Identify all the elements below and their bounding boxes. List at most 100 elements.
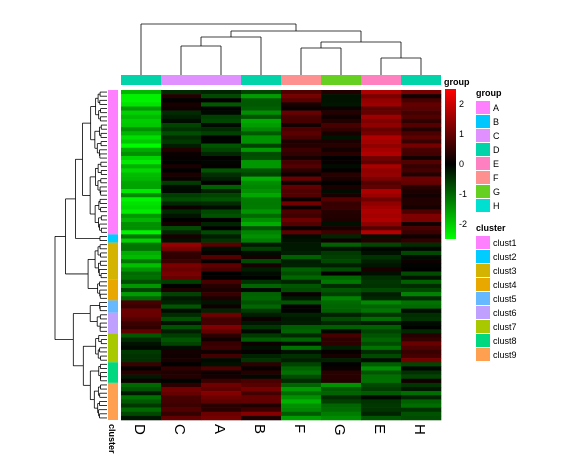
heatmap-cell — [121, 387, 162, 392]
heatmap-cell — [161, 139, 202, 144]
heatmap-cell — [281, 399, 322, 404]
heatmap-cell — [321, 255, 362, 260]
heatmap-cell — [241, 106, 282, 111]
heatmap-cell — [241, 205, 282, 210]
heatmap-cell — [321, 217, 362, 223]
heatmap-cell — [241, 300, 282, 305]
heatmap-cell — [401, 296, 442, 301]
heatmap-cell — [281, 387, 322, 392]
heatmap-cell — [321, 135, 362, 140]
column-group-cell — [121, 75, 161, 85]
heatmap-cell — [361, 143, 402, 149]
heatmap-cell — [161, 106, 202, 111]
heatmap-cell — [361, 378, 402, 384]
heatmap-cell — [321, 205, 362, 210]
heatmap-cell — [321, 275, 362, 281]
heatmap-cell — [241, 382, 282, 388]
heatmap-cell — [361, 114, 402, 120]
heatmap-cell — [281, 267, 322, 272]
heatmap-cell — [361, 312, 402, 318]
heatmap-cell — [281, 415, 322, 421]
heatmap-cell — [161, 403, 202, 408]
heatmap-cell — [321, 246, 362, 252]
heatmap-cell — [281, 329, 322, 334]
legend-swatch — [476, 348, 490, 361]
heatmap-cell — [281, 304, 322, 309]
heatmap-cell — [361, 283, 402, 289]
heatmap-cell — [401, 378, 442, 384]
heatmap-cell — [121, 337, 162, 342]
legend-swatch — [476, 185, 490, 198]
heatmap-cell — [401, 333, 442, 338]
heatmap-cell — [401, 222, 442, 227]
heatmap-cell — [161, 374, 202, 380]
heatmap-cell — [241, 123, 282, 128]
heatmap-cell — [201, 333, 242, 338]
heatmap-cell — [161, 345, 202, 351]
heatmap-cell — [401, 176, 442, 182]
heatmap-cell — [281, 250, 322, 256]
heatmap-cell — [241, 197, 282, 202]
heatmap-cell — [201, 135, 242, 140]
heatmap-cell — [361, 333, 402, 338]
heatmap-cell — [321, 184, 362, 190]
heatmap-cell — [161, 205, 202, 210]
heatmap-cell — [401, 259, 442, 264]
heatmap-cell — [321, 382, 362, 388]
heatmap-cell — [401, 316, 442, 322]
heatmap-cell — [401, 374, 442, 380]
heatmap-cell — [281, 123, 322, 128]
heatmap-cell — [121, 354, 162, 359]
heatmap-cell — [241, 292, 282, 297]
legend-swatch — [476, 334, 490, 347]
heatmap-cell — [281, 106, 322, 111]
heatmap-cell — [321, 172, 362, 177]
heatmap-cell — [121, 209, 162, 215]
legend-swatch — [476, 292, 490, 305]
heatmap-cell — [321, 345, 362, 351]
heatmap-cell — [121, 176, 162, 182]
heatmap-cell — [121, 304, 162, 309]
heatmap-cell — [121, 193, 162, 198]
heatmap-cell — [201, 403, 242, 408]
heatmap-cell — [161, 213, 202, 219]
heatmap-cell — [121, 415, 162, 421]
heatmap-cell — [241, 193, 282, 198]
heatmap-cell — [161, 242, 202, 248]
heatmap-cell — [161, 164, 202, 169]
heatmap-cell — [201, 172, 242, 177]
legend-label: B — [493, 117, 499, 127]
heatmap-cell — [281, 164, 322, 169]
heatmap-cell — [201, 164, 242, 169]
heatmap-cell — [401, 263, 442, 268]
heatmap-cell — [161, 110, 202, 116]
heatmap-cell — [241, 387, 282, 392]
heatmap-cell — [321, 337, 362, 342]
heatmap-cell — [201, 102, 242, 107]
heatmap-cell — [201, 114, 242, 120]
heatmap-cell — [281, 139, 322, 144]
heatmap-cell — [201, 246, 242, 252]
heatmap-cell — [361, 226, 402, 231]
heatmap-cell — [121, 180, 162, 186]
heatmap-cell — [241, 399, 282, 404]
row-cluster-band — [108, 333, 118, 363]
heatmap-cell — [281, 374, 322, 380]
legend-swatch — [476, 320, 490, 333]
heatmap-cell — [121, 341, 162, 347]
heatmap-cell — [401, 279, 442, 285]
heatmap-cell — [121, 123, 162, 128]
heatmap-cell — [401, 275, 442, 281]
heatmap-cell — [241, 217, 282, 223]
heatmap-cell — [161, 201, 202, 206]
heatmap-cell — [121, 160, 162, 165]
heatmap-cell — [161, 296, 202, 301]
heatmap-cell — [401, 308, 442, 314]
heatmap-cell — [281, 147, 322, 153]
heatmap-cell — [241, 407, 282, 413]
legend-label: G — [493, 187, 500, 197]
column-group-annotation-label: group — [444, 77, 470, 87]
heatmap-cell — [201, 370, 242, 375]
heatmap-cell — [201, 189, 242, 194]
heatmap-cell — [121, 114, 162, 120]
